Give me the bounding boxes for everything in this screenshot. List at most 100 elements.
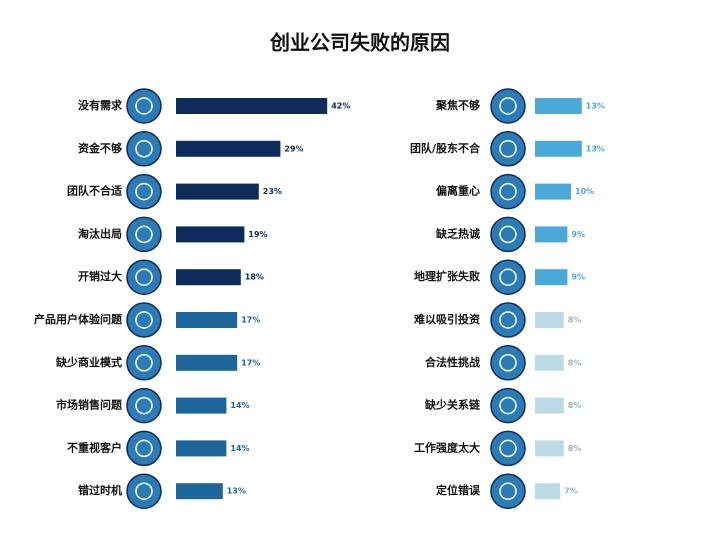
category-label: 缺少商业模式 xyxy=(55,355,122,369)
icon xyxy=(126,88,162,124)
value-label: 14% xyxy=(230,401,249,410)
value-label: 14% xyxy=(230,444,249,453)
value-label: 19% xyxy=(248,230,267,239)
value-label: 42% xyxy=(331,102,350,111)
category-label: 聚焦不够 xyxy=(435,98,480,112)
icon-detail xyxy=(499,182,517,201)
value-label: 8% xyxy=(568,316,582,325)
category-label: 开销过大 xyxy=(78,269,122,283)
category-label: 难以吸引投资 xyxy=(413,312,480,326)
value-label: 29% xyxy=(284,144,303,153)
icon-detail xyxy=(135,97,153,115)
icon-detail xyxy=(135,482,153,500)
icon xyxy=(126,216,162,253)
icon xyxy=(490,430,526,467)
icon-detail xyxy=(135,311,153,329)
icon-detail xyxy=(135,354,153,372)
bar xyxy=(535,312,564,328)
chart-title: 创业公司失败的原因 xyxy=(269,31,450,55)
icon xyxy=(126,387,162,424)
category-label: 资金不够 xyxy=(78,141,122,155)
value-label: 9% xyxy=(571,273,585,282)
category-label: 没有需求 xyxy=(78,98,123,112)
value-label: 13% xyxy=(227,487,246,496)
bar xyxy=(535,483,561,500)
icon-detail xyxy=(499,396,517,415)
category-label: 合法性挑战 xyxy=(425,355,480,369)
bar xyxy=(176,354,238,371)
value-label: 13% xyxy=(586,144,605,153)
bar xyxy=(176,483,223,500)
icon-detail xyxy=(499,354,517,372)
icon xyxy=(490,88,526,124)
category-label: 工作强度太大 xyxy=(414,440,480,454)
bar xyxy=(176,312,238,328)
bar xyxy=(176,226,245,243)
icon-detail xyxy=(499,140,517,158)
value-label: 13% xyxy=(586,102,605,111)
icon xyxy=(126,131,162,167)
icon-detail xyxy=(135,396,153,415)
bar xyxy=(535,397,564,414)
icon xyxy=(490,387,526,424)
value-label: 8% xyxy=(568,401,582,410)
value-label: 23% xyxy=(263,187,282,196)
icon xyxy=(490,131,526,167)
value-label: 7% xyxy=(564,487,578,496)
bar xyxy=(535,226,568,243)
value-label: 8% xyxy=(568,444,582,453)
bar xyxy=(176,140,281,157)
icon-detail xyxy=(499,439,517,458)
icon xyxy=(490,259,526,295)
icon xyxy=(126,430,162,467)
category-label: 不重视客户 xyxy=(67,440,122,454)
icon-detail xyxy=(135,140,153,158)
icon-detail xyxy=(499,268,517,286)
category-label: 缺乏热诚 xyxy=(435,226,480,240)
icon xyxy=(126,302,162,338)
icon-detail xyxy=(135,268,153,286)
bar xyxy=(176,397,227,414)
icon-detail xyxy=(499,482,517,500)
icon xyxy=(126,345,162,381)
icon-detail xyxy=(135,182,153,201)
value-label: 17% xyxy=(241,358,260,367)
icon-detail xyxy=(135,225,153,244)
category-label: 偏离重心 xyxy=(436,184,480,198)
category-label: 淘汰出局 xyxy=(78,226,122,240)
bar xyxy=(535,140,582,157)
icon-detail xyxy=(499,311,517,329)
icon xyxy=(490,473,526,509)
bar xyxy=(535,354,564,371)
icon-detail xyxy=(135,439,153,458)
bar xyxy=(176,269,241,286)
icon xyxy=(490,302,526,338)
icon-detail xyxy=(499,97,517,115)
category-label: 市场销售问题 xyxy=(56,398,123,412)
value-label: 9% xyxy=(571,230,585,239)
bar xyxy=(535,440,564,457)
value-label: 10% xyxy=(575,187,594,196)
category-label: 缺少关系链 xyxy=(424,398,481,412)
category-label: 产品用户体验问题 xyxy=(34,312,123,326)
icon xyxy=(126,473,162,509)
category-label: 团队不合适 xyxy=(67,184,122,198)
bar xyxy=(176,440,227,457)
icon xyxy=(126,259,162,295)
bar xyxy=(176,98,328,114)
category-label: 定位错误 xyxy=(436,483,481,497)
bar xyxy=(535,98,582,114)
value-label: 17% xyxy=(241,316,260,325)
category-label: 地理扩张失败 xyxy=(414,269,480,283)
category-label: 团队/股东不合 xyxy=(410,141,481,155)
bar xyxy=(176,183,259,200)
icon xyxy=(126,173,162,210)
value-label: 8% xyxy=(568,358,582,367)
icon-detail xyxy=(499,225,517,244)
icon xyxy=(490,345,526,381)
bar xyxy=(535,183,571,200)
value-label: 18% xyxy=(245,273,264,282)
category-label: 错过时机 xyxy=(78,483,122,497)
